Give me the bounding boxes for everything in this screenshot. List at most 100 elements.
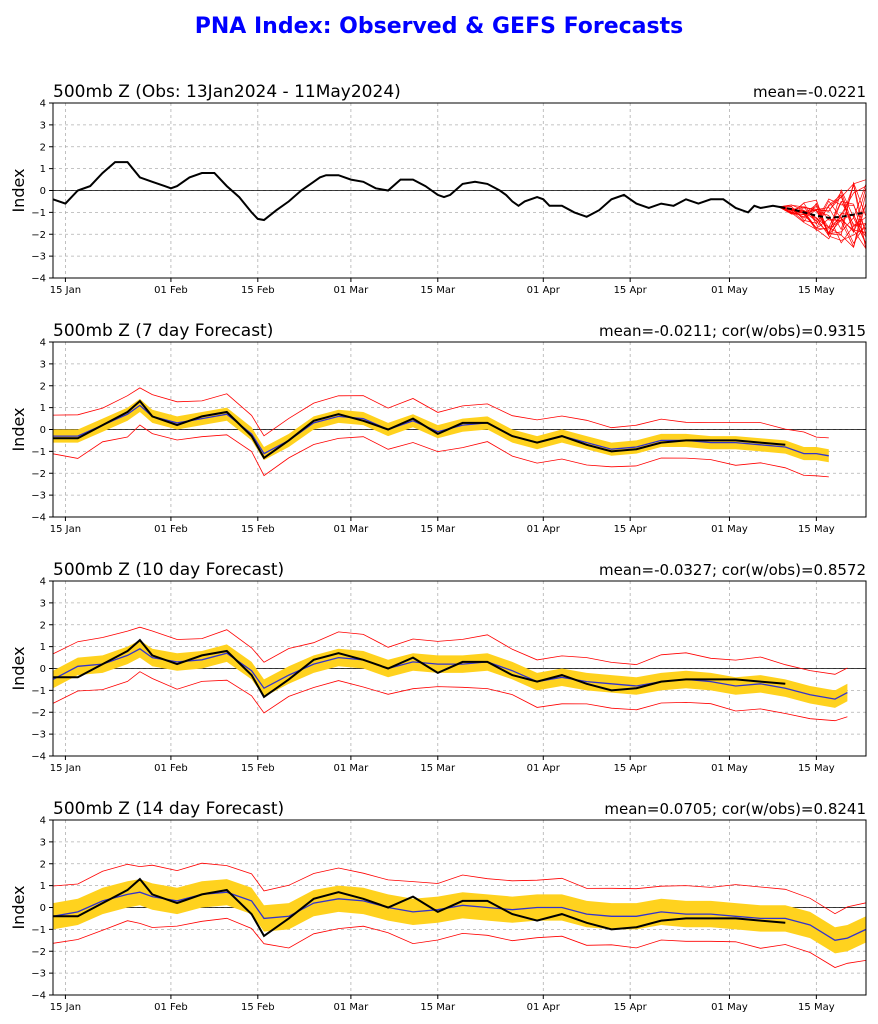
x-tick-label: 15 May: [798, 1002, 835, 1013]
x-tick-label: 15 Jan: [50, 285, 81, 296]
ensemble-member-line: [779, 198, 867, 231]
y-axis-label: Index: [9, 168, 28, 212]
y-tick-label: 0: [40, 664, 46, 675]
x-tick-label: 01 Mar: [334, 524, 370, 535]
y-tick-label: 4: [40, 338, 46, 349]
panel-stat: mean=0.0705; cor(w/obs)=0.8241: [604, 800, 866, 818]
chart-panel-2: −4 −3 −2 −1 0 1 2 3 4 15 Jan 01 Feb 15 Feb 01 Mar 15 …: [9, 321, 867, 535]
observed-line: [52, 161, 786, 222]
y-tick-label: −3: [31, 491, 46, 502]
y-axis-label: Index: [9, 407, 28, 451]
x-tick-label: 01 Feb: [154, 524, 188, 535]
ens-max-line: [52, 862, 867, 915]
x-tick-label: 15 Apr: [614, 1002, 648, 1013]
x-tick-label: 15 Jan: [50, 763, 81, 774]
y-tick-label: −4: [31, 752, 46, 763]
ens-min-line: [52, 424, 829, 478]
x-tick-label: 15 Feb: [241, 1002, 275, 1013]
x-tick-label: 15 Feb: [241, 524, 275, 535]
ensemble-member-line: [778, 183, 867, 237]
x-tick-label: 15 Mar: [420, 763, 456, 774]
y-tick-label: −1: [31, 686, 46, 697]
y-tick-label: −3: [31, 252, 46, 263]
x-tick-label: 15 Jan: [50, 524, 81, 535]
y-tick-label: 4: [40, 99, 46, 110]
ens-mean-line: [53, 404, 829, 457]
y-tick-label: 1: [40, 403, 46, 414]
x-tick-label: 15 May: [798, 763, 835, 774]
x-tick-label: 01 May: [711, 763, 748, 774]
x-tick-label: 15 Mar: [420, 285, 456, 296]
y-tick-label: 1: [40, 881, 46, 892]
y-axis-label: Index: [9, 646, 28, 690]
x-tick-label: 01 Feb: [154, 1002, 188, 1013]
x-tick-label: 01 Feb: [154, 763, 188, 774]
panel-stat: mean=-0.0221: [753, 83, 866, 101]
y-tick-label: −2: [31, 708, 46, 719]
x-tick-label: 15 Apr: [614, 763, 648, 774]
y-tick-label: 1: [40, 164, 46, 175]
ensemble-member-line: [779, 204, 867, 244]
spread-band: [53, 879, 866, 954]
x-tick-label: 15 Feb: [241, 763, 275, 774]
x-tick-label: 01 Mar: [334, 285, 370, 296]
observed-line: [53, 877, 786, 938]
y-tick-label: 0: [40, 425, 46, 436]
y-tick-label: 2: [40, 381, 46, 392]
y-tick-label: −3: [31, 730, 46, 741]
y-tick-label: −4: [31, 513, 46, 524]
y-tick-label: −1: [31, 447, 46, 458]
ensemble-member-line: [778, 185, 867, 240]
x-tick-label: 15 Mar: [420, 524, 456, 535]
x-tick-label: 01 Mar: [334, 763, 370, 774]
y-tick-label: 3: [40, 598, 46, 609]
y-tick-label: 1: [40, 642, 46, 653]
x-tick-label: 01 Apr: [527, 763, 561, 774]
ensemble-member-line: [778, 192, 867, 248]
panel-title: 500mb Z (Obs: 13Jan2024 - 11May2024): [53, 82, 401, 102]
x-tick-label: 15 Feb: [241, 285, 275, 296]
ens-max-line: [52, 626, 848, 675]
y-tick-label: −1: [31, 208, 46, 219]
panel-title: 500mb Z (10 day Forecast): [53, 560, 284, 580]
y-tick-label: −4: [31, 991, 46, 1002]
x-tick-label: 01 Feb: [154, 285, 188, 296]
x-tick-label: 01 May: [711, 285, 748, 296]
y-tick-label: 2: [40, 859, 46, 870]
panel-stat: mean=-0.0211; cor(w/obs)=0.9315: [599, 322, 866, 340]
ens-mean-line: [52, 891, 867, 941]
observed-line: [53, 638, 786, 699]
ens-min-line: [52, 671, 848, 722]
y-tick-label: 4: [40, 816, 46, 827]
x-tick-label: 01 May: [711, 1002, 748, 1013]
x-tick-label: 01 Mar: [334, 1002, 370, 1013]
observed-line: [53, 399, 786, 460]
x-tick-label: 15 Apr: [614, 524, 648, 535]
y-tick-label: −2: [31, 230, 46, 241]
y-tick-label: 4: [40, 577, 46, 588]
y-tick-label: −3: [31, 969, 46, 980]
y-axis-label: Index: [9, 885, 28, 929]
ens-min-line: [52, 917, 867, 968]
chart-panel-4: −4 −3 −2 −1 0 1 2 3 4 15 Jan 01 Feb 15 Feb 01 Mar 15 …: [9, 799, 867, 1013]
ens-max-line: [52, 387, 829, 439]
panel-title: 500mb Z (14 day Forecast): [53, 799, 284, 819]
x-tick-label: 01 May: [711, 524, 748, 535]
y-tick-label: −2: [31, 469, 46, 480]
y-tick-label: −2: [31, 947, 46, 958]
x-tick-label: 15 May: [798, 524, 835, 535]
x-tick-label: 15 Jan: [50, 1002, 81, 1013]
y-tick-label: 2: [40, 142, 46, 153]
y-tick-label: 3: [40, 359, 46, 370]
x-tick-label: 01 Apr: [527, 1002, 561, 1013]
panel-title: 500mb Z (7 day Forecast): [53, 321, 273, 341]
y-tick-label: 3: [40, 837, 46, 848]
forecast-mean-line: [778, 205, 867, 219]
y-tick-label: −1: [31, 925, 46, 936]
spread-band: [53, 640, 848, 708]
x-tick-label: 15 Apr: [614, 285, 648, 296]
y-tick-label: 0: [40, 903, 46, 914]
x-tick-label: 15 May: [798, 285, 835, 296]
x-tick-label: 01 Apr: [527, 524, 561, 535]
